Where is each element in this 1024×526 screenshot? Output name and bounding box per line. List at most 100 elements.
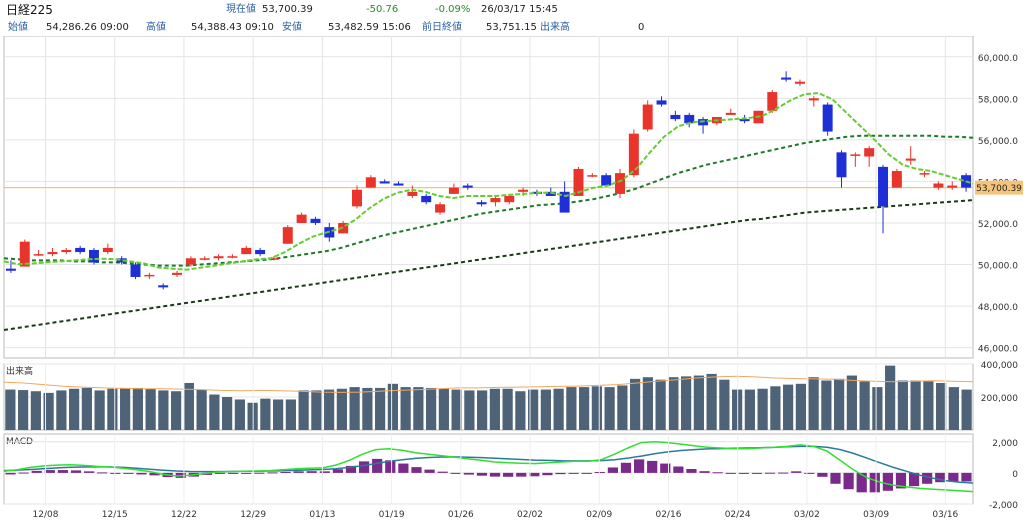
macd-histogram-bar	[31, 470, 42, 473]
candle-body	[116, 258, 127, 263]
date-axis-tick: 12/08	[33, 510, 59, 520]
date-axis-tick: 12/29	[240, 510, 266, 520]
macd-histogram-bar	[712, 472, 723, 474]
candle-body	[365, 177, 376, 188]
volume-bar	[81, 387, 92, 430]
volume-bar	[18, 390, 29, 430]
candle-body	[462, 185, 473, 188]
volume-bar	[158, 390, 169, 430]
macd-histogram-bar	[332, 469, 344, 473]
candle-body	[379, 181, 390, 184]
date-axis-tick: 03/16	[932, 510, 958, 520]
macd-histogram-bar	[241, 472, 252, 474]
macd-histogram-bar	[267, 472, 278, 474]
macd-histogram-bar	[922, 472, 933, 484]
candle-body	[490, 198, 501, 203]
macd-histogram-bar	[503, 472, 514, 477]
candle-body	[5, 268, 16, 271]
macd-histogram-bar	[830, 472, 841, 484]
volume-bar	[183, 382, 194, 430]
macd-histogram-bar	[84, 471, 95, 473]
macd-histogram-bar	[817, 472, 828, 477]
macd-histogram-bar	[961, 472, 972, 482]
macd-histogram-bar	[804, 472, 815, 474]
macd-histogram-bar	[437, 471, 448, 473]
date-axis-tick: 02/02	[517, 510, 543, 520]
volume-bar	[770, 386, 781, 430]
volume-bar	[5, 389, 16, 430]
candle-body	[421, 195, 432, 203]
volume-bar	[540, 389, 551, 430]
candle-body	[656, 100, 667, 105]
macd-histogram-bar	[5, 472, 16, 475]
open-value: 54,286.26 09:00	[46, 22, 129, 33]
candle-body	[282, 227, 293, 244]
candle-body	[268, 258, 279, 260]
volume-bar	[910, 380, 921, 430]
macd-histogram-bar	[908, 472, 920, 487]
volume-bar	[336, 388, 347, 430]
candle-body	[642, 104, 653, 130]
macd-histogram-bar	[293, 471, 304, 473]
volume-bar	[744, 389, 755, 430]
macd-histogram-bar	[778, 472, 789, 474]
volume-bar	[387, 383, 398, 430]
macd-histogram-bar	[725, 472, 736, 474]
candle-body	[864, 148, 875, 157]
volume-bar	[757, 388, 768, 430]
macd-histogram-bar	[228, 472, 239, 474]
volume-bar	[298, 390, 309, 430]
candle-body	[628, 133, 639, 176]
date-axis-tick: 01/26	[448, 510, 474, 520]
macd-histogram-bar	[319, 471, 330, 473]
candle-body	[310, 218, 321, 223]
macd-axis-tick: 2,000	[992, 439, 1018, 449]
macd-histogram-bar	[869, 472, 880, 493]
volume-bar	[451, 389, 462, 430]
candle-body	[352, 189, 362, 207]
volume-bar	[30, 391, 41, 430]
candle-body	[88, 249, 99, 263]
volume-bar	[132, 387, 143, 430]
candle-body	[255, 249, 266, 255]
macd-histogram-bar	[751, 472, 763, 474]
candle-body	[684, 114, 695, 124]
candle-body	[615, 173, 625, 194]
volume-bar	[642, 377, 653, 430]
volume-bar	[834, 378, 845, 430]
chart-area[interactable]: 46,000.048,000.050,000.052,000.054,000.0…	[0, 36, 1024, 526]
volume-bar	[872, 387, 883, 430]
price-axis-tick: 46,000.0	[978, 345, 1018, 355]
macd-histogram-bar	[895, 472, 907, 489]
date-axis-tick: 12/15	[102, 510, 128, 520]
date-axis-tick: 01/13	[309, 510, 335, 520]
candle-body	[144, 274, 155, 277]
macd-histogram-bar	[594, 471, 605, 473]
macd-axis-tick: -2,000	[989, 501, 1018, 511]
current-price-tag-label: 53,700.39	[976, 184, 1022, 194]
volume-bar	[413, 387, 424, 430]
volume-bar	[681, 376, 692, 430]
volume-bar	[234, 399, 245, 430]
candle-body	[61, 249, 72, 253]
long-moving-average-line	[3, 199, 974, 331]
price-axis-tick: 58,000.0	[978, 95, 1018, 105]
volume-bar	[94, 390, 105, 430]
macd-histogram-bar	[673, 466, 684, 473]
macd-histogram-bar	[97, 472, 108, 474]
price-axis-tick: 52,000.0	[978, 220, 1018, 230]
candle-body	[296, 214, 307, 223]
open-label: 始値	[8, 22, 28, 33]
macd-histogram-bar	[529, 472, 540, 477]
price-axis-tick: 56,000.0	[978, 137, 1018, 147]
candle-body	[836, 152, 847, 178]
volume-bar	[426, 387, 437, 430]
volume-bar	[961, 389, 972, 430]
macd-histogram-bar	[110, 472, 121, 474]
price-pane: 46,000.048,000.050,000.052,000.054,000.0…	[3, 36, 1023, 359]
macd-histogram-bar	[254, 472, 265, 474]
macd-histogram-bar	[791, 471, 802, 473]
date-axis-tick: 03/09	[863, 510, 889, 520]
volume-bar	[362, 387, 373, 430]
